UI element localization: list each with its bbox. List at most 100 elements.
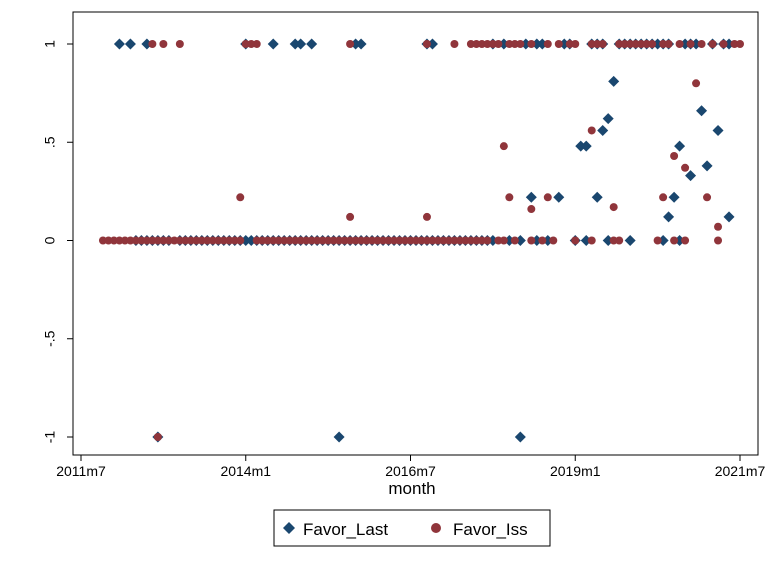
data-point-circle [714,222,723,231]
data-point-circle [708,40,717,48]
data-point-circle [153,433,162,441]
data-point-circle [241,40,250,48]
data-point-circle [120,236,129,245]
data-point-circle [153,236,162,245]
data-point-diamond [712,124,724,136]
legend-marker-favor-last [283,522,295,534]
data-point-circle [422,40,431,48]
data-point-circle [510,40,519,48]
data-point-circle [296,236,305,245]
data-point-diamond [597,124,609,136]
data-point-circle [587,126,596,135]
data-point-circle [692,79,701,88]
y-axis: -1 -.5 0 .5 1 [42,40,74,443]
data-point-circle [664,40,673,48]
data-point-circle [346,236,355,245]
data-point-circle [571,236,580,245]
data-point-circle [219,236,228,245]
data-point-circle [516,40,525,48]
data-point-diamond [696,105,708,117]
plot-region [72,11,759,456]
data-point-circle [148,236,157,245]
data-point-circle [466,40,475,48]
data-point-circle [307,236,316,245]
data-point-circle [675,40,684,48]
data-point-diamond [624,235,636,246]
data-point-circle [357,236,366,245]
data-point-circle [368,236,377,245]
data-point-diamond [553,191,565,203]
data-point-diamond [668,191,680,203]
legend-label-favor-last: Favor_Last [303,520,388,539]
data-point-circle [527,236,536,245]
x-axis-title: month [388,479,435,498]
data-point-diamond [525,191,537,203]
data-point-circle [510,236,519,245]
data-point-circle [192,236,201,245]
data-point-circle [439,236,448,245]
data-point-circle [554,40,563,48]
data-point-circle [175,40,184,48]
legend: Favor_Last Favor_Iss [273,509,551,547]
data-point-diamond [723,211,735,223]
data-point-circle [406,236,415,245]
data-point-circle [681,236,690,245]
data-point-circle [214,236,223,245]
data-point-diamond [333,431,345,443]
data-point-circle [170,236,179,245]
data-point-circle [703,193,712,202]
legend-marker-favor-iss [431,523,441,533]
data-point-circle [631,40,640,48]
data-point-circle [324,236,333,245]
data-point-circle [285,236,294,245]
data-point-circle [549,236,558,245]
data-point-circle [291,236,300,245]
data-point-circle [252,236,261,245]
data-point-circle [197,236,206,245]
data-point-circle [340,236,349,245]
data-point-circle [263,236,272,245]
x-tick-label: 2016m7 [385,463,436,479]
data-point-circle [609,236,618,245]
data-point-circle [543,40,552,48]
data-point-diamond [124,38,136,50]
legend-box [273,509,551,547]
data-point-circle [494,40,503,48]
data-point-circle [236,236,245,245]
data-point-circle [505,193,514,202]
data-point-circle [335,236,344,245]
data-point-circle [302,236,311,245]
data-point-circle [422,212,431,221]
data-point-circle [417,236,426,245]
data-point-circle [390,236,399,245]
data-point-circle [373,236,382,245]
data-point-circle [422,236,431,245]
data-point-circle [494,236,503,245]
data-point-circle [565,40,574,48]
data-point-circle [609,203,618,212]
data-point-circle [450,40,459,48]
data-point-circle [670,152,679,161]
data-point-circle [620,40,629,48]
data-point-circle [626,40,635,48]
data-point-diamond [674,140,686,152]
data-point-circle [379,236,388,245]
x-tick-label: 2014m1 [220,463,271,479]
data-point-circle [615,40,624,48]
data-point-circle [642,40,651,48]
data-point-circle [148,40,157,48]
data-point-circle [477,236,486,245]
data-point-diamond [580,140,592,152]
data-point-circle [587,40,596,48]
y-tick-label: .5 [42,136,58,148]
data-point-circle [351,236,360,245]
data-point-diamond [701,160,713,172]
data-point-circle [208,236,217,245]
series-layer [98,38,744,443]
data-point-diamond [514,431,526,443]
data-point-circle [186,236,195,245]
data-point-circle [538,236,547,245]
data-point-circle [719,40,728,48]
y-tick-label: 0 [42,236,58,244]
